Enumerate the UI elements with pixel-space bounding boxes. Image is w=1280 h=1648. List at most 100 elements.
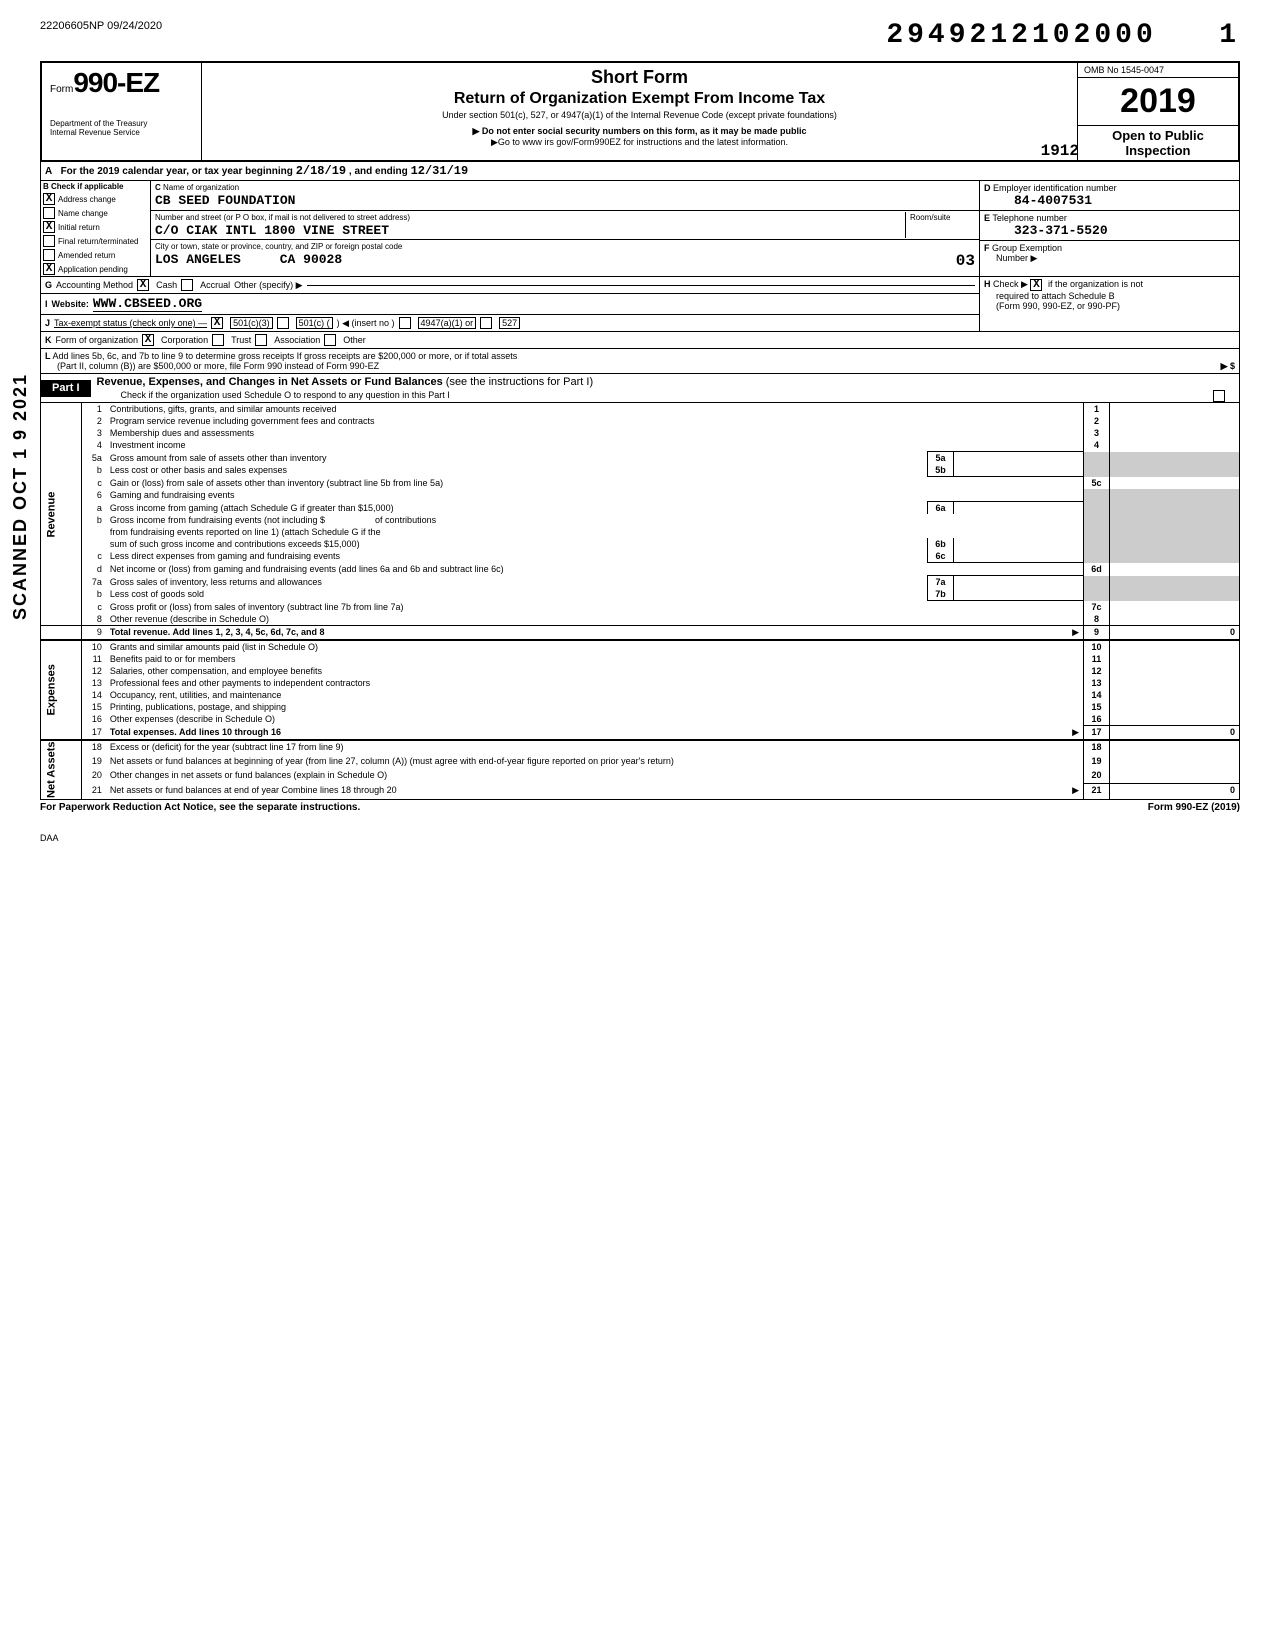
chk-assoc[interactable] <box>255 334 267 346</box>
num-21: 21 <box>1084 784 1110 800</box>
line-6b-pre: Gross income from fundraising events (no… <box>110 515 325 525</box>
val-4 <box>1110 439 1240 452</box>
line-2-desc: Program service revenue including govern… <box>106 415 1084 427</box>
footer-left: For Paperwork Reduction Act Notice, see … <box>40 802 360 813</box>
chk-sched-o[interactable] <box>1213 390 1225 402</box>
num-7b-mid: 7b <box>928 588 954 601</box>
section-c: C Name of organization CB SEED FOUNDATIO… <box>151 181 979 276</box>
org-name: CB SEED FOUNDATION <box>155 193 295 208</box>
chk-accrual[interactable] <box>181 279 193 291</box>
val-16 <box>1110 713 1240 726</box>
amended-return-label: Amended return <box>58 251 115 260</box>
top-left-stamp: 22206605NP 09/24/2020 <box>40 20 162 51</box>
chk-address[interactable]: X <box>43 193 55 205</box>
instr-goto: ▶Go to www irs gov/Form990EZ for instruc… <box>210 137 1069 148</box>
chk-name[interactable] <box>43 207 55 219</box>
section-b: B Check if applicable XAddress change Na… <box>41 181 151 276</box>
num-12: 12 <box>1084 665 1110 677</box>
val-3 <box>1110 427 1240 439</box>
line-13-desc: Professional fees and other payments to … <box>106 677 1084 689</box>
chk-501c[interactable] <box>277 317 289 329</box>
doc-number-val: 2949212102000 <box>886 20 1156 51</box>
other-org-label: Other <box>343 335 366 345</box>
label-e: E <box>984 213 990 223</box>
val-15 <box>1110 701 1240 713</box>
num-5a-shade <box>1084 452 1110 465</box>
chk-initial[interactable]: X <box>43 221 55 233</box>
footer: For Paperwork Reduction Act Notice, see … <box>40 802 1240 813</box>
label-h: H <box>984 279 991 289</box>
line-15-desc: Printing, publications, postage, and shi… <box>106 701 1084 713</box>
val-6d <box>1110 563 1240 576</box>
chk-amended[interactable] <box>43 249 55 261</box>
chk-corp[interactable]: X <box>142 334 154 346</box>
line-12-desc: Salaries, other compensation, and employ… <box>106 665 1084 677</box>
num-7c: 7c <box>1084 601 1110 614</box>
check-if-label: Check if applicable <box>51 182 123 191</box>
num-2: 2 <box>1084 415 1110 427</box>
val-9: 0 <box>1110 626 1240 641</box>
website-label: Website: <box>52 299 89 309</box>
num-6b-mid: 6b <box>928 538 954 550</box>
l-text1: Add lines 5b, 6c, and 7b to line 9 to de… <box>53 351 518 361</box>
row-k: K Form of organization XCorporation Trus… <box>40 332 1240 349</box>
val-7b-mid <box>954 588 1084 601</box>
ein-label: Employer identification number <box>993 183 1117 193</box>
ein-value: 84-4007531 <box>1014 193 1092 208</box>
main-title: Return of Organization Exempt From Incom… <box>210 90 1069 108</box>
row-h: H Check ▶ X if the organization is not r… <box>980 277 1240 332</box>
name-of-org-label: Name of organization <box>163 183 239 192</box>
chk-501c3[interactable]: X <box>211 317 223 329</box>
row-a-text1: For the 2019 calendar year, or tax year … <box>61 166 293 177</box>
line-6d-desc: Net income or (loss) from gaming and fun… <box>106 563 1084 576</box>
chk-final[interactable] <box>43 235 55 247</box>
chk-pending[interactable]: X <box>43 263 55 275</box>
arrow-9: ▶ <box>1072 627 1079 638</box>
val-6c-mid <box>954 550 1084 563</box>
scanned-stamp: SCANNED OCT 1 9 2021 <box>10 373 31 620</box>
doc-number: 2949212102000 1 <box>886 20 1240 51</box>
chk-4947[interactable] <box>399 317 411 329</box>
part1-label: Part I <box>41 380 91 397</box>
l-arrow: ▶ $ <box>1221 361 1235 372</box>
h-text2: if the organization is not <box>1048 279 1143 289</box>
line-6b-mid: of contributions <box>375 515 436 525</box>
line-18-desc: Excess or (deficit) for the year (subtra… <box>106 740 1084 755</box>
dept-irs: Internal Revenue Service <box>50 128 193 137</box>
num-15: 15 <box>1084 701 1110 713</box>
num-13: 13 <box>1084 677 1110 689</box>
header-left: Form990-EZ Department of the Treasury In… <box>42 63 202 160</box>
street-value: C/O CIAK INTL 1800 VINE STREET <box>155 223 389 238</box>
app-pending-label: Application pending <box>58 265 128 274</box>
chk-527[interactable] <box>480 317 492 329</box>
label-g: G <box>45 280 52 290</box>
chk-cash[interactable]: X <box>137 279 149 291</box>
chk-other-org[interactable] <box>324 334 336 346</box>
begin-date: 2/18/19 <box>296 164 346 178</box>
netassets-side-label: Net Assets <box>41 740 82 800</box>
501c-label: 501(c) ( <box>296 317 333 329</box>
line-14-desc: Occupancy, rent, utilities, and maintena… <box>106 689 1084 701</box>
chk-trust[interactable] <box>212 334 224 346</box>
line-3-desc: Membership dues and assessments <box>106 427 1084 439</box>
val-2 <box>1110 415 1240 427</box>
val-7c <box>1110 601 1240 614</box>
num-18: 18 <box>1084 740 1110 755</box>
assoc-label: Association <box>274 335 320 345</box>
ln-5c: c <box>82 477 106 490</box>
num-8: 8 <box>1084 613 1110 626</box>
chk-sched-b[interactable]: X <box>1030 279 1042 291</box>
part1-title-suffix: (see the instructions for Part I) <box>446 376 593 388</box>
line-19-desc: Net assets or fund balances at beginning… <box>106 755 1084 769</box>
val-18 <box>1110 740 1240 755</box>
footer-right: Form 990-EZ (2019) <box>1148 802 1240 813</box>
omb-number: OMB No 1545-0047 <box>1078 63 1238 78</box>
tel-label: Telephone number <box>992 213 1067 223</box>
label-j: J <box>45 318 50 328</box>
group-number-label: Number ▶ <box>996 253 1037 263</box>
row-l: L Add lines 5b, 6c, and 7b to line 9 to … <box>40 349 1240 374</box>
val-11 <box>1110 653 1240 665</box>
num-14: 14 <box>1084 689 1110 701</box>
line-17-desc: Total expenses. Add lines 10 through 16 <box>110 727 281 737</box>
label-d: D <box>984 183 991 193</box>
